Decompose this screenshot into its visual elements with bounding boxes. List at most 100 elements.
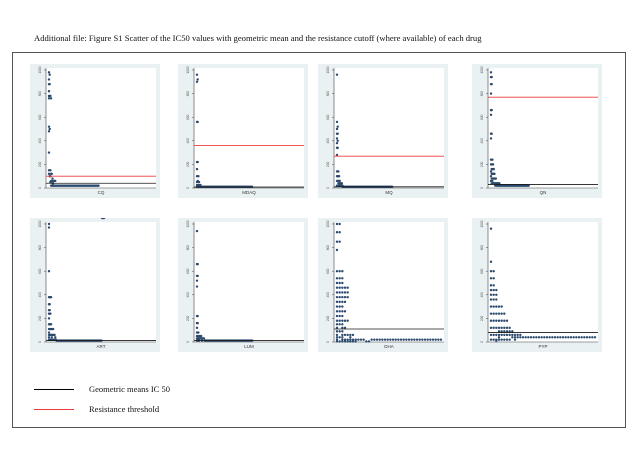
y-tick-label: 600 (326, 114, 330, 120)
data-point (196, 78, 199, 81)
plot-area (334, 222, 444, 342)
data-point (335, 305, 339, 308)
data-point (431, 338, 435, 341)
y-tick-label: 0 (480, 187, 484, 189)
data-point (489, 305, 493, 308)
data-point (489, 113, 493, 117)
data-point (346, 286, 349, 289)
data-point (341, 326, 344, 330)
data-point (341, 340, 344, 343)
data-point (511, 336, 514, 339)
legend-geomean-label: Geometric means IC 50 (89, 384, 170, 394)
y-tick-label: 0 (326, 187, 330, 189)
data-point (492, 288, 495, 292)
y-tick-label: 200 (480, 316, 484, 322)
data-point (338, 319, 341, 322)
data-point (397, 338, 400, 341)
x-axis-label: MDAQ (242, 190, 256, 195)
y-tick-label: 800 (38, 91, 42, 97)
data-point (497, 333, 501, 337)
data-point (338, 300, 341, 304)
data-point (491, 163, 495, 166)
y-tick-label: 1000 (480, 220, 484, 227)
data-point (551, 336, 554, 339)
y-tick-label: 0 (38, 187, 42, 189)
data-point (335, 281, 339, 285)
data-point (341, 310, 344, 313)
chart-panel-art: 0 200 400 600 800 1000 ART (30, 218, 160, 352)
data-point (540, 336, 543, 339)
data-point (351, 340, 355, 343)
scatter-plot-pyp: 0 200 400 600 800 1000 PYP (480, 220, 598, 349)
legend-geomean-line (34, 389, 74, 390)
data-point (495, 288, 498, 292)
data-point (51, 177, 54, 180)
data-point (489, 333, 493, 337)
data-point (489, 312, 493, 315)
data-point (335, 248, 339, 252)
data-point (195, 326, 199, 330)
data-point (503, 330, 506, 333)
data-point (337, 170, 340, 173)
data-point (495, 298, 498, 301)
data-point (561, 336, 565, 339)
y-tick-label: 600 (480, 114, 484, 120)
data-point (49, 323, 53, 326)
data-point (341, 330, 344, 333)
data-point (373, 338, 376, 341)
data-point (577, 336, 581, 339)
data-point (495, 305, 498, 308)
data-point (341, 336, 344, 339)
data-point (338, 270, 341, 273)
data-point (97, 184, 100, 187)
data-point (489, 170, 493, 173)
data-point (338, 222, 341, 226)
data-point (343, 295, 347, 299)
data-point (386, 338, 389, 341)
data-point (503, 312, 506, 315)
data-point (591, 336, 594, 339)
data-point (513, 338, 517, 341)
data-point (343, 340, 347, 343)
data-point (341, 338, 344, 341)
data-point (343, 333, 347, 337)
data-point (503, 326, 506, 330)
x-axis-label: PYP (538, 344, 547, 349)
data-point (394, 338, 397, 341)
data-point (47, 97, 51, 100)
data-point (102, 218, 106, 220)
data-point (197, 175, 200, 178)
data-point (548, 336, 551, 339)
data-point (513, 333, 517, 337)
data-point (407, 338, 411, 341)
data-point (195, 73, 199, 76)
data-point (426, 338, 429, 341)
data-point (335, 323, 339, 326)
plot-area (488, 68, 598, 188)
data-point (500, 326, 503, 330)
data-point (335, 127, 339, 131)
y-tick-label: 1000 (326, 220, 330, 227)
data-point (375, 338, 379, 341)
data-point (335, 240, 339, 243)
data-point (519, 336, 522, 339)
data-point (196, 160, 199, 164)
data-point (492, 326, 495, 330)
data-point (341, 305, 344, 308)
data-point (505, 319, 509, 322)
data-point (500, 333, 503, 337)
data-point (511, 333, 514, 337)
data-point (338, 305, 341, 308)
data-point (497, 305, 501, 308)
data-point (572, 336, 575, 339)
y-tick-label: 200 (326, 316, 330, 322)
data-point (500, 305, 503, 308)
data-point (354, 340, 357, 343)
data-point (338, 291, 341, 294)
chart-panel-mq: 0 200 400 600 800 1000 MQ (318, 64, 448, 198)
y-tick-label: 1000 (326, 66, 330, 73)
data-point (47, 172, 51, 176)
data-point (49, 97, 53, 100)
data-point (335, 333, 339, 337)
data-point (497, 326, 501, 330)
